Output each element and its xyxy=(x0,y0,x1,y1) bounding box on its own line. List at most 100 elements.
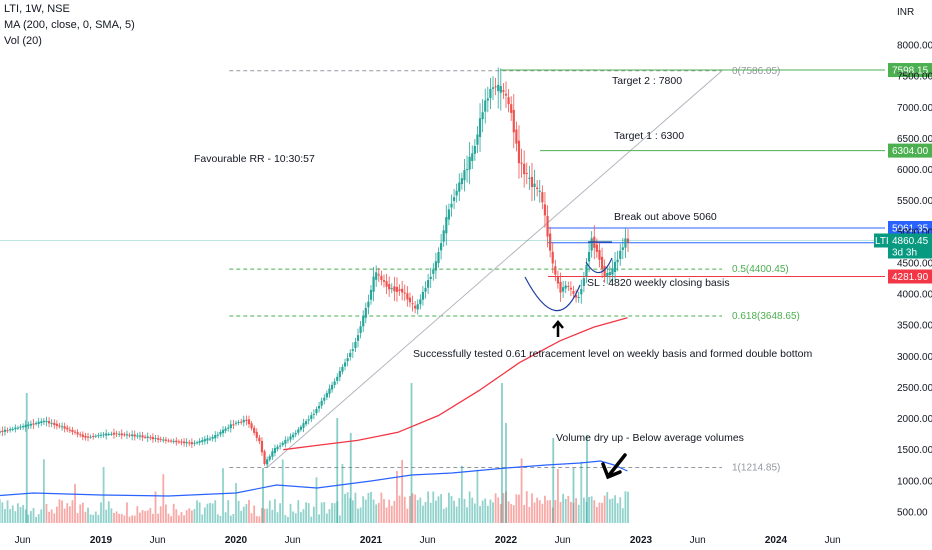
x-tick-label: 2022 xyxy=(495,535,518,546)
candle-body xyxy=(463,170,466,181)
volume-bar xyxy=(162,474,165,523)
candle-body xyxy=(624,238,627,248)
volume-bar xyxy=(580,461,583,523)
volume-spike xyxy=(349,433,352,523)
candle-body xyxy=(68,429,71,431)
candle-body xyxy=(421,292,425,300)
volume-bar xyxy=(388,499,391,523)
volume-bar xyxy=(297,500,300,523)
volume-bar xyxy=(429,502,432,523)
volume-bar xyxy=(341,463,344,523)
volume-legend[interactable]: Vol (20) xyxy=(4,35,42,47)
candle-body xyxy=(229,424,232,429)
candle-body xyxy=(281,442,284,446)
candle-body xyxy=(29,423,33,426)
volume-bar xyxy=(76,513,79,523)
last-price-tag xyxy=(888,233,932,259)
volume-bar xyxy=(383,499,385,523)
volume-bar xyxy=(338,515,341,523)
last-price-label: 4860.45 xyxy=(892,236,929,247)
candle-body xyxy=(294,432,297,435)
time-axis[interactable]: Jun 2019 Jun 2020 Jun 2021 Jun 2022 Jun 2023 Jun 20… xyxy=(15,535,841,546)
candle-body xyxy=(125,434,129,436)
candle-body xyxy=(616,259,619,263)
candle-body xyxy=(546,215,549,237)
volume-bar xyxy=(84,511,87,523)
volume-bar xyxy=(11,505,14,523)
volume-bar xyxy=(214,500,217,523)
volume-bar xyxy=(603,495,606,523)
candle-body xyxy=(427,280,430,288)
candle-body xyxy=(94,435,97,437)
volume-bar xyxy=(582,497,585,523)
volume-bar xyxy=(118,513,121,523)
candle-body xyxy=(138,435,142,437)
volume-bar xyxy=(71,500,74,523)
volume-bar xyxy=(494,493,497,523)
volume-bar xyxy=(486,505,489,523)
candle-body xyxy=(84,435,87,438)
volume-bar xyxy=(50,509,53,523)
candle-body xyxy=(382,280,386,282)
volume-bar xyxy=(601,502,603,523)
volume-bar xyxy=(110,508,113,523)
candle-body xyxy=(112,432,116,435)
volume-bar xyxy=(89,514,92,523)
volume-bar xyxy=(6,500,9,523)
candle-body xyxy=(554,266,557,275)
annotations: Target 2 : 7800 Target 1 : 6300 Break out … xyxy=(194,75,812,480)
volume-bar xyxy=(14,511,17,523)
volume-bar xyxy=(364,499,367,523)
candle-body xyxy=(442,230,445,242)
volume-bar xyxy=(105,509,108,523)
candle-body xyxy=(245,419,248,421)
candle-body xyxy=(585,265,588,277)
volume-bar xyxy=(419,497,422,523)
volume-bar xyxy=(393,500,396,523)
candle-body xyxy=(232,424,235,426)
symbol-tag xyxy=(874,233,888,248)
volume-bar xyxy=(362,496,365,523)
volume-bar xyxy=(331,503,333,523)
candle-body xyxy=(198,440,201,443)
breakout-annotation: Break out above 5060 xyxy=(614,211,717,223)
price-axis[interactable]: INR 8000.00 7500.00 7000.00 6500.00 6000.00 55… xyxy=(0,7,932,519)
volume-bar xyxy=(359,507,362,523)
volume-bar xyxy=(627,491,629,523)
volume-bar xyxy=(427,491,430,523)
candle-body xyxy=(569,287,573,290)
volume-bar xyxy=(546,500,549,523)
candle-body xyxy=(388,284,391,290)
candle-body xyxy=(216,434,219,436)
candle-body xyxy=(416,304,419,310)
candle-body xyxy=(486,98,489,101)
y-tick-label: 1000.00 xyxy=(897,476,932,487)
volume-bar xyxy=(435,500,437,523)
candle-body xyxy=(452,197,456,201)
candle-body xyxy=(549,233,552,251)
candle-body xyxy=(128,434,131,436)
volume-bar xyxy=(575,498,577,523)
ma-legend[interactable]: MA (200, close, 0, SMA, 5) xyxy=(4,19,135,31)
volume-bar xyxy=(66,503,69,523)
volume-bar xyxy=(411,493,414,523)
volume-bar xyxy=(510,504,513,523)
x-tick-label: 2019 xyxy=(90,535,113,546)
volume-bar xyxy=(100,502,102,523)
volume-bar xyxy=(315,477,318,523)
volume-bar xyxy=(310,516,313,523)
volume-bar xyxy=(458,498,461,523)
candle-body xyxy=(349,352,352,357)
candle-body xyxy=(367,301,370,308)
volume-bar xyxy=(97,514,100,523)
candle-body xyxy=(268,456,271,460)
volume-bar xyxy=(489,499,492,523)
volume-spike xyxy=(262,468,264,523)
volume-bar xyxy=(126,502,128,523)
volume-bar xyxy=(284,515,287,523)
volume-bar xyxy=(232,514,235,523)
volume-bar xyxy=(74,483,76,523)
symbol-legend[interactable]: LTI, 1W, NSE xyxy=(4,3,70,15)
volume-bar xyxy=(559,501,562,523)
